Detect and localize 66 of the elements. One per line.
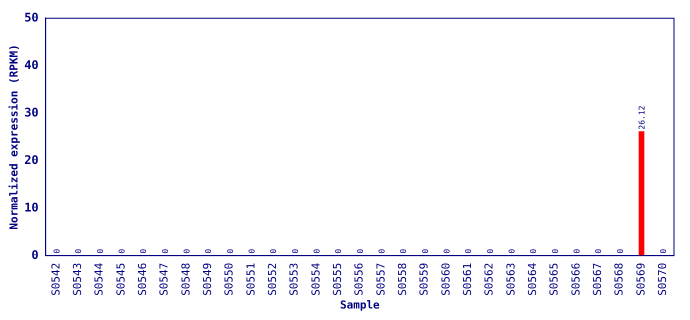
data-label: 0	[160, 248, 170, 254]
data-label: 0	[377, 248, 386, 254]
data-label: 0	[96, 248, 105, 254]
x-tick-label: S0565	[548, 262, 561, 296]
data-label: 0	[486, 248, 495, 254]
data-label: 0	[594, 248, 604, 254]
data-label: 0	[226, 248, 235, 254]
x-tick-label: S0551	[244, 262, 258, 296]
x-tick-label: S0560	[439, 262, 452, 296]
x-tick-label: S0548	[179, 262, 192, 296]
x-tick-label: S0569	[634, 262, 648, 296]
data-label: 0	[334, 248, 344, 254]
x-axis-title: Sample	[340, 298, 380, 312]
data-label: 0	[117, 248, 126, 254]
y-tick-label: 40	[24, 58, 39, 72]
data-label: 0	[356, 248, 365, 254]
x-tick-label: S0566	[569, 262, 582, 296]
x-tick-label: S0557	[374, 262, 388, 296]
data-label: 0	[312, 248, 322, 254]
data-label: 0	[550, 248, 560, 254]
x-tick-label: S0544	[92, 262, 106, 296]
data-label: 0	[247, 248, 256, 254]
data-label: 0	[659, 248, 668, 254]
x-tick-label: S0546	[136, 262, 150, 296]
data-label: 0	[52, 248, 62, 254]
x-tick-label: S0545	[114, 262, 128, 296]
data-label: 0	[204, 248, 214, 254]
data-label: 0	[572, 248, 582, 254]
x-tick-label: S0542	[49, 262, 62, 296]
x-tick-label: S0564	[526, 262, 540, 296]
x-tick-label: S0549	[201, 262, 214, 296]
x-tick-label: S0568	[612, 262, 626, 296]
x-tick-label: S0561	[461, 262, 474, 296]
data-label: 0	[464, 248, 474, 254]
data-label: 0	[507, 248, 516, 254]
x-tick-label: S0555	[331, 262, 344, 296]
data-label: 0	[269, 248, 278, 254]
y-tick-label: 0	[31, 248, 39, 262]
x-tick-label: S0552	[266, 262, 280, 296]
data-label: 26.12	[638, 105, 646, 130]
data-label: 0	[290, 248, 300, 254]
x-tick-label: S0554	[309, 262, 322, 296]
x-tick-label: S0547	[158, 262, 171, 296]
y-tick-label: 10	[24, 200, 39, 214]
data-label: 0	[616, 248, 625, 254]
data-label: 0	[74, 248, 84, 254]
data-label: 0	[529, 248, 538, 254]
x-tick-label: S0559	[418, 262, 431, 296]
x-tick-label: S0563	[504, 262, 518, 296]
y-tick-label: 30	[24, 105, 39, 120]
x-tick-label: S0570	[656, 262, 670, 296]
data-label: 0	[399, 248, 408, 254]
x-tick-label: S0558	[396, 262, 410, 296]
x-tick-label: S0553	[288, 262, 301, 296]
x-tick-label: S0550	[222, 262, 236, 296]
data-label: 0	[442, 248, 452, 254]
y-tick-label: 50	[24, 10, 39, 24]
data-label: 0	[420, 248, 430, 254]
x-tick-label: S0567	[591, 262, 604, 296]
x-tick-label: S0556	[352, 262, 366, 296]
data-label: 0	[182, 248, 192, 254]
y-tick-label: 20	[24, 152, 39, 167]
y-axis-title: Normalized expression (RPKM)	[7, 44, 20, 230]
x-tick-label: S0562	[482, 262, 496, 296]
x-tick-label: S0543	[71, 262, 84, 296]
data-label: 0	[139, 248, 148, 254]
